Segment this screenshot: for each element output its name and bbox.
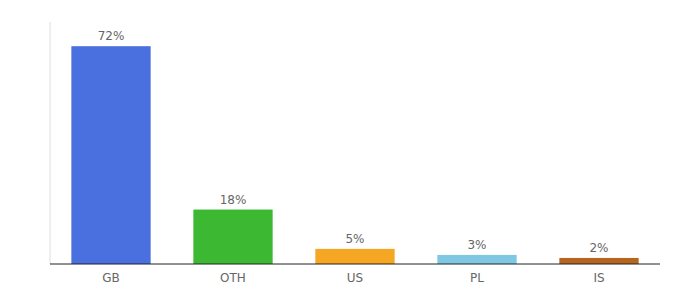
chart-container: GB OTH US PL IS 72% 18% 5% 3% 2% [0,0,680,300]
x-tick-label: US [347,271,363,285]
bar [193,210,272,264]
bar [559,258,638,264]
background [0,0,680,300]
data-label: 2% [589,241,608,255]
x-tick-label: OTH [220,271,246,285]
y-axis-line [50,22,51,264]
bars [71,46,638,264]
bar [71,46,150,264]
x-axis-line [50,264,660,265]
data-label: 72% [98,29,125,43]
data-label: 18% [220,193,247,207]
bar [437,255,516,264]
x-tick-label: GB [102,271,120,285]
x-tick-label: PL [470,271,484,285]
x-tick-label: IS [593,271,604,285]
bar [315,249,394,264]
data-label: 5% [345,232,364,246]
data-label: 3% [467,238,486,252]
chart-svg: GB OTH US PL IS 72% 18% 5% 3% 2% [0,0,680,300]
